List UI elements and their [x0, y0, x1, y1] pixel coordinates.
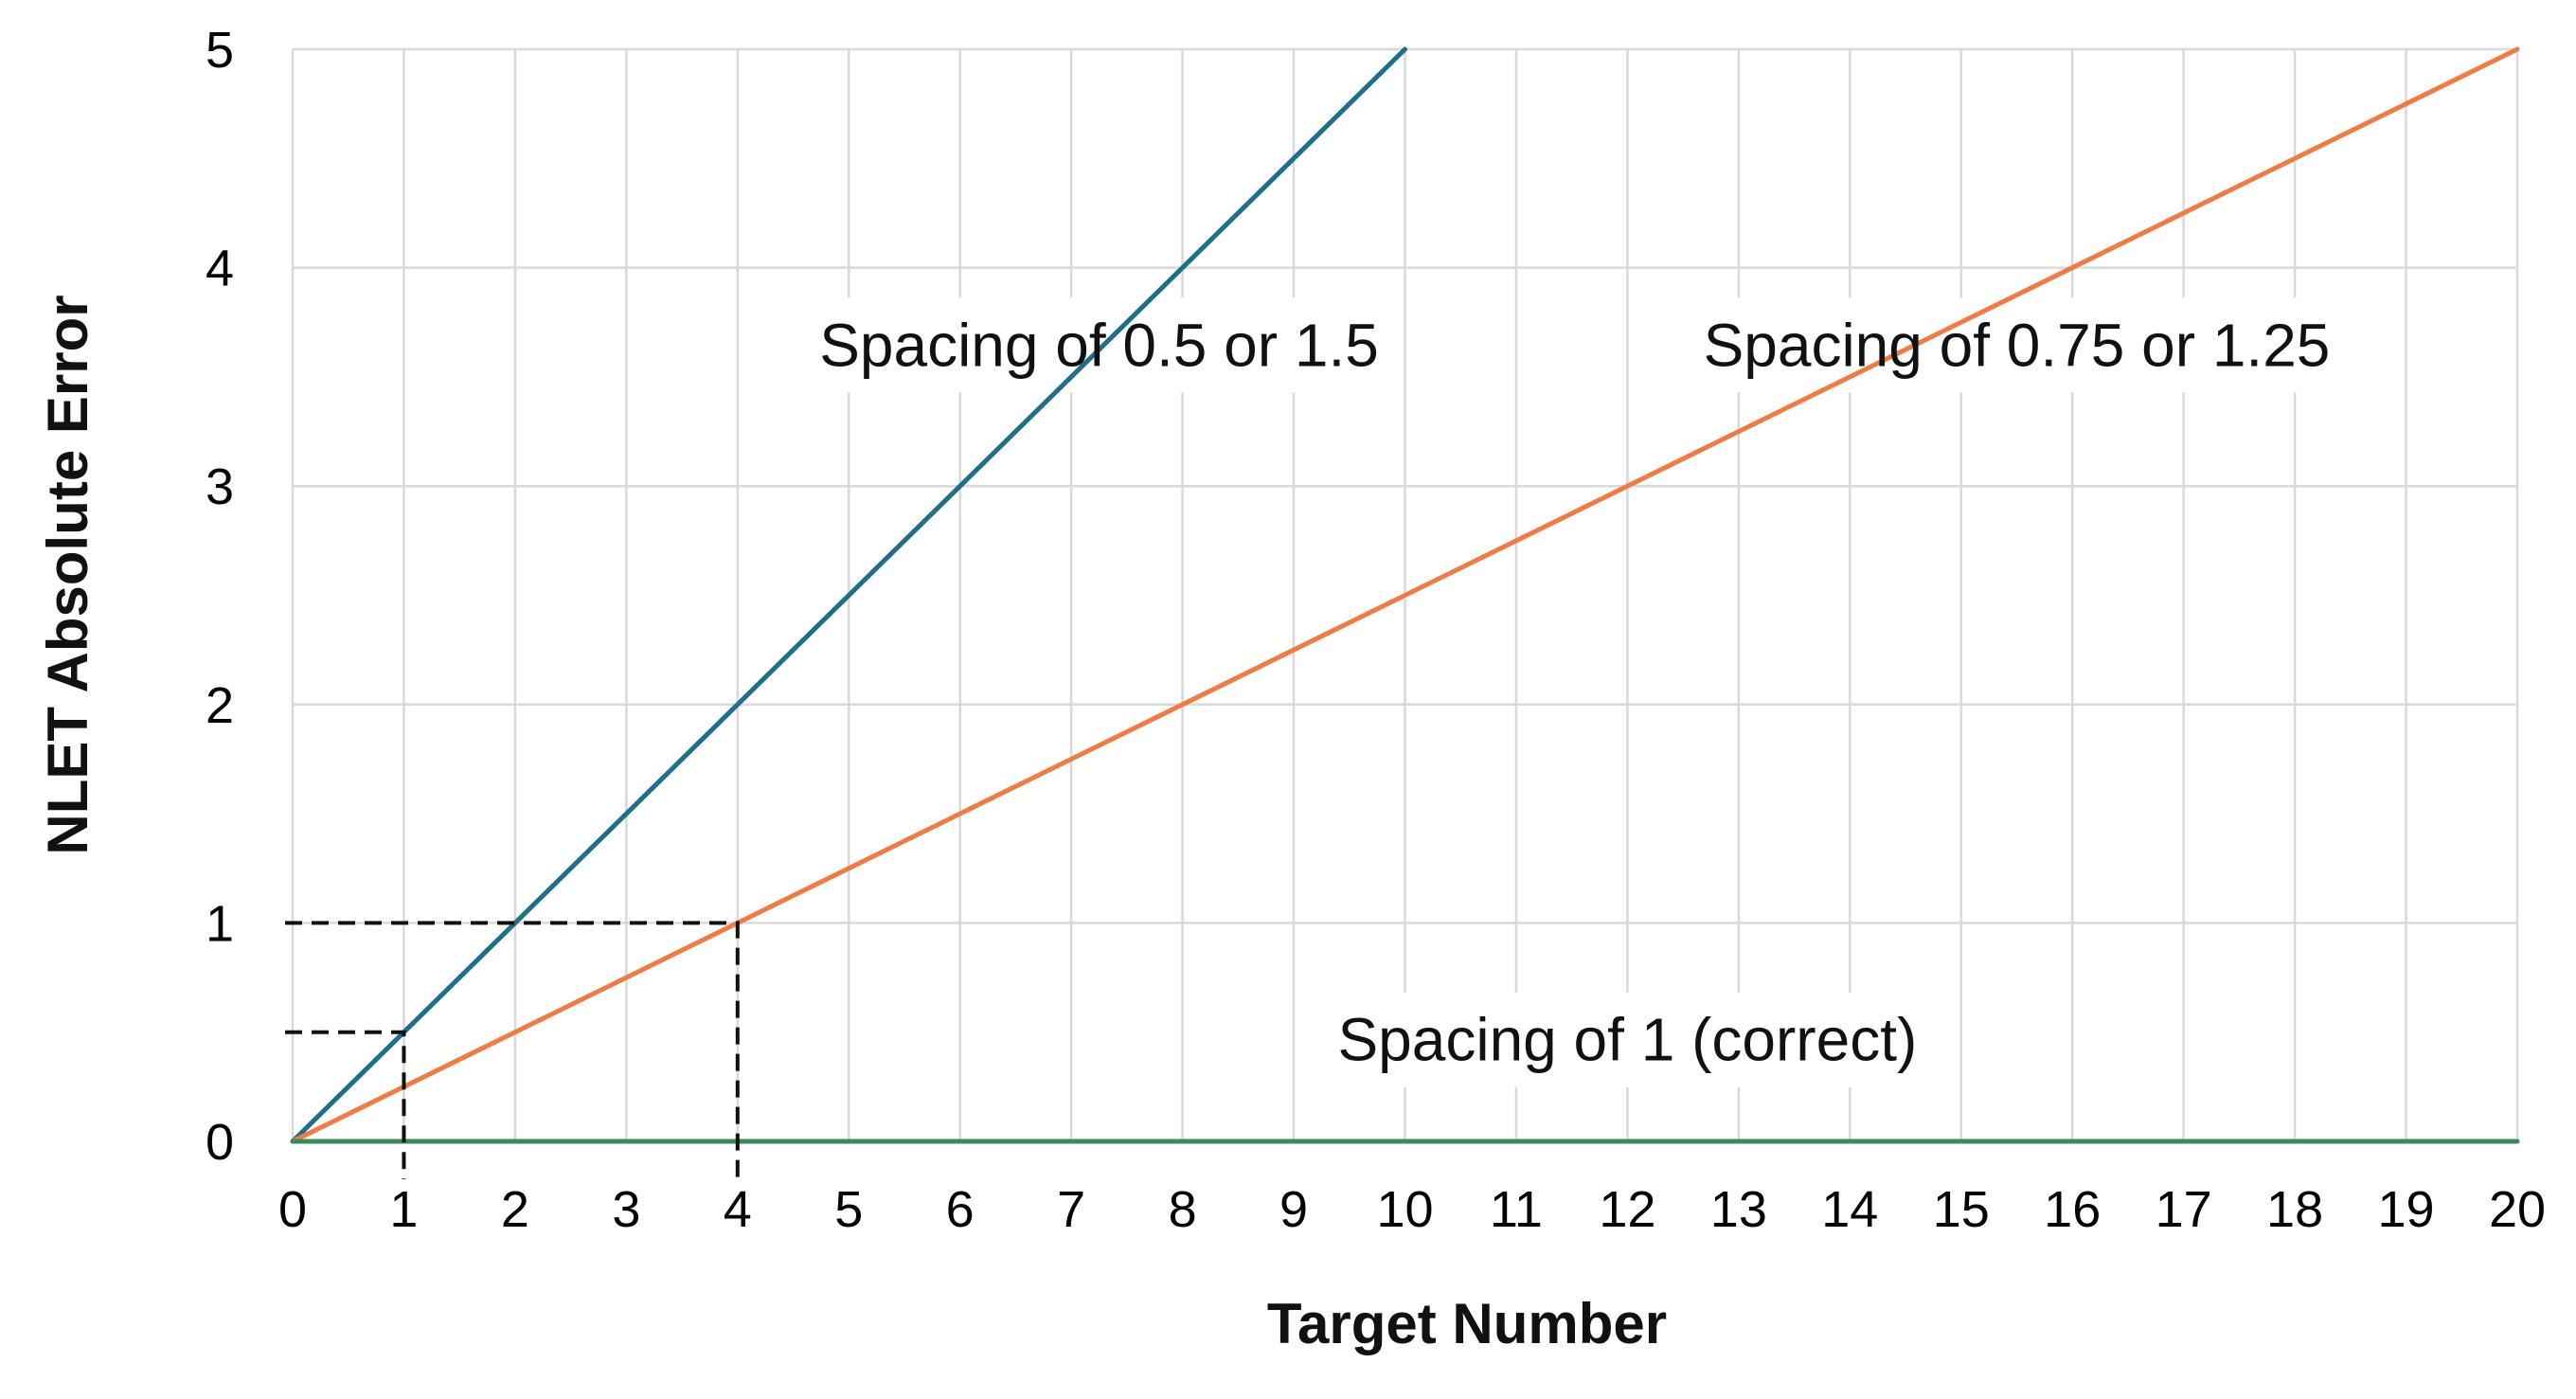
- x-tick-label: 0: [278, 1181, 307, 1238]
- series-line-shallow: [290, 46, 2520, 1144]
- series-line-steep: [290, 46, 1407, 1144]
- annotation-a3: Spacing of 1 (correct): [1337, 1006, 1917, 1074]
- x-tick-label: 9: [1279, 1181, 1308, 1238]
- x-tick-label: 5: [834, 1181, 863, 1238]
- x-tick-label: 11: [1490, 1181, 1543, 1238]
- y-axis-title: NLET Absolute Error: [36, 295, 99, 854]
- y-tick-label: 4: [206, 241, 234, 297]
- y-tick-label: 2: [206, 677, 234, 734]
- annotation-background-a2: [1680, 297, 2353, 393]
- x-tick-label: 15: [1933, 1181, 1990, 1238]
- x-tick-label: 2: [501, 1181, 529, 1238]
- series: [290, 46, 2520, 1144]
- x-tick-label: 12: [1599, 1181, 1655, 1238]
- annotation-background-a1: [796, 297, 1402, 393]
- annotation-a2: Spacing of 0.75 or 1.25: [1704, 311, 2331, 379]
- x-tick-label: 3: [612, 1181, 640, 1238]
- annotation-backgrounds: [796, 297, 2353, 1087]
- reference-line-r2: [285, 1030, 406, 1179]
- y-tick-label: 1: [206, 895, 234, 952]
- x-tick-label: 19: [2378, 1181, 2435, 1238]
- y-tick-label: 5: [206, 22, 234, 79]
- x-tick-label: 7: [1057, 1181, 1085, 1238]
- x-tick-label: 20: [2489, 1181, 2546, 1238]
- x-tick-label: 14: [1821, 1181, 1878, 1238]
- x-tick-label: 6: [946, 1181, 975, 1238]
- reference-lines: [285, 921, 740, 1179]
- x-axis-title: Target Number: [1267, 1292, 1667, 1355]
- y-tick-label: 0: [206, 1114, 234, 1171]
- x-tick-label: 16: [2044, 1181, 2101, 1238]
- x-tick-label: 1: [389, 1181, 418, 1238]
- y-tick-label: 3: [206, 458, 234, 515]
- reference-line-r1: [285, 921, 740, 1179]
- annotations: Spacing of 0.5 or 1.5 Spacing of 0.75 or …: [819, 311, 2330, 1073]
- x-tick-label: 8: [1169, 1181, 1197, 1238]
- x-tick-label: 13: [1710, 1181, 1767, 1238]
- annotation-background-a3: [1315, 992, 1941, 1087]
- annotation-a1: Spacing of 0.5 or 1.5: [819, 311, 1379, 379]
- x-tick-label: 10: [1376, 1181, 1433, 1238]
- x-tick-label: 18: [2266, 1181, 2323, 1238]
- x-tick-label: 4: [724, 1181, 752, 1238]
- x-tick-label: 17: [2156, 1181, 2212, 1238]
